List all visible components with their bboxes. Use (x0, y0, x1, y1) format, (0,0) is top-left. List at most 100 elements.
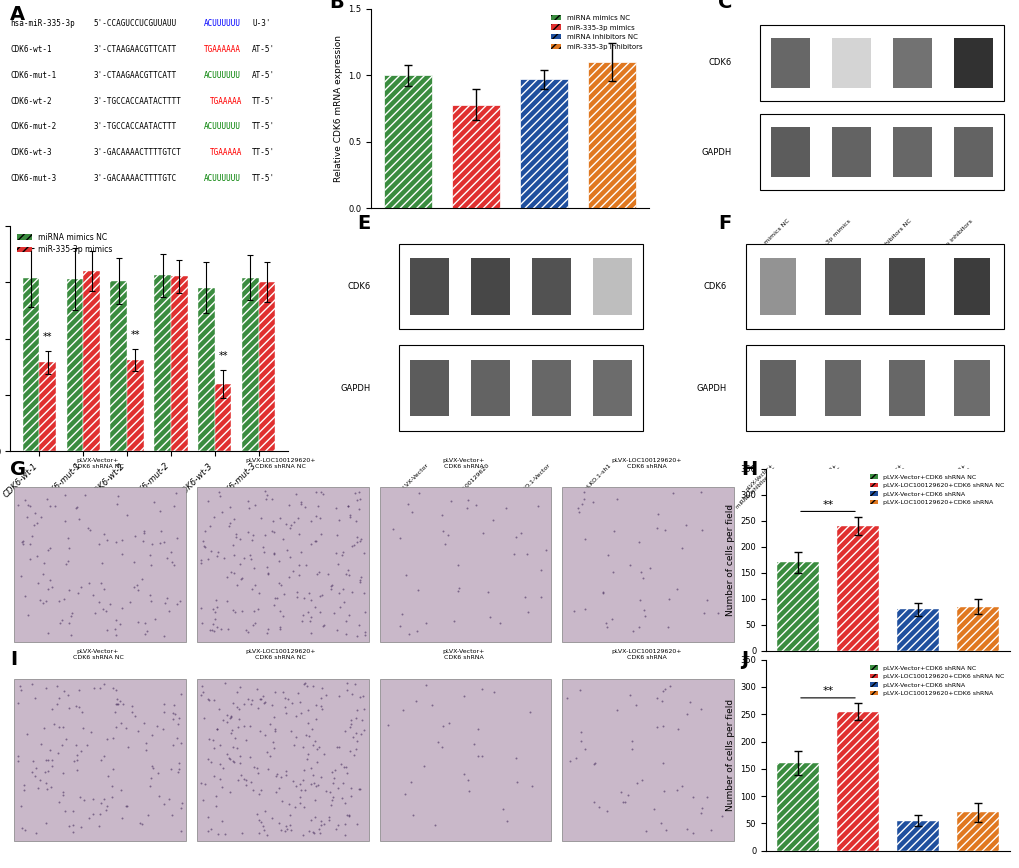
FancyBboxPatch shape (379, 487, 551, 642)
Point (708, 23, 725, 37)
Text: ACUUUUUU: ACUUUUUU (203, 70, 240, 80)
Bar (215, 384, 231, 451)
Text: pLVX-Vector+
miRNA inhibitors NC: pLVX-Vector+ miRNA inhibitors NC (731, 463, 777, 510)
Text: B: B (329, 0, 344, 11)
Text: miR-335-3p mimics: miR-335-3p mimics (804, 218, 851, 265)
Y-axis label: Number of cells per field: Number of cells per field (726, 503, 734, 616)
Bar (242, 278, 259, 451)
FancyBboxPatch shape (561, 487, 734, 642)
Text: F: F (717, 214, 731, 233)
Bar (953, 259, 989, 315)
Bar (770, 37, 809, 88)
Point (1005, 261, 1019, 275)
Point (900, 0, 916, 9)
Bar (759, 24, 1004, 101)
Bar (398, 244, 643, 330)
Point (936, 387, 953, 401)
FancyBboxPatch shape (379, 679, 551, 841)
Bar (259, 282, 275, 451)
Text: pLVX-LOC100129620+
CDK6 shRNA: pLVX-LOC100129620+ CDK6 shRNA (610, 649, 681, 660)
Text: 3'-CTAAGAACGTTCATT: 3'-CTAAGAACGTTCATT (94, 44, 176, 54)
Point (503, 51, 520, 65)
Point (811, 306, 827, 320)
Point (1012, 533, 1019, 547)
Text: 3'-CTAAGAACGTTCATT: 3'-CTAAGAACGTTCATT (94, 70, 176, 80)
Legend: miRNA mimics NC, miR-335-3p mimics: miRNA mimics NC, miR-335-3p mimics (14, 229, 116, 258)
Bar (66, 279, 84, 451)
Bar (954, 128, 993, 177)
Text: 3'-GACAAAACTTTTGTCT: 3'-GACAAAACTTTTGTCT (94, 148, 181, 157)
Bar (410, 259, 448, 315)
Text: pLVX-Vector+
CDK6 shRNA: pLVX-Vector+ CDK6 shRNA (442, 458, 484, 469)
Bar (824, 360, 860, 417)
Point (854, 78, 870, 92)
Bar (893, 37, 931, 88)
Text: CDK6: CDK6 (703, 282, 726, 291)
FancyBboxPatch shape (14, 487, 185, 642)
Text: H: H (741, 460, 757, 478)
Text: TGAAAAA: TGAAAAA (209, 96, 242, 106)
Point (691, 132, 707, 146)
Bar (154, 275, 171, 451)
Legend: pLVX-Vector+CDK6 shRNA NC, pLVX-LOC100129620+CDK6 shRNA NC, pLVX-Vector+CDK6 shR: pLVX-Vector+CDK6 shRNA NC, pLVX-LOC10012… (867, 663, 1006, 699)
Text: GAPDH: GAPDH (701, 148, 732, 157)
Text: CDK6: CDK6 (347, 282, 371, 291)
Bar (824, 259, 860, 315)
Bar (451, 104, 499, 208)
Text: TT-5': TT-5' (252, 122, 275, 131)
Text: J: J (741, 650, 748, 669)
Legend: miRNA mimics NC, miR-335-3p mimics, miRNA inhibitors NC, miR-335-3p inhibitors: miRNA mimics NC, miR-335-3p mimics, miRN… (547, 12, 645, 52)
Point (712, 388, 729, 402)
Bar (171, 277, 187, 451)
Point (615, 180, 632, 194)
Text: **: ** (821, 500, 833, 510)
Point (474, 545, 490, 559)
Point (739, 166, 755, 180)
FancyBboxPatch shape (197, 487, 368, 642)
Bar (832, 37, 870, 88)
Bar (776, 562, 818, 651)
Text: pLVX-LOC100129620+
miR-335-3p inhibitors: pLVX-LOC100129620+ miR-335-3p inhibitors (919, 463, 971, 514)
Point (566, 37, 582, 51)
Bar (110, 281, 127, 451)
Bar (383, 76, 431, 208)
Text: G: G (10, 460, 26, 478)
Text: CDK6-mut-1: CDK6-mut-1 (10, 70, 56, 80)
Bar (398, 345, 643, 431)
Text: TT-5': TT-5' (252, 174, 275, 183)
Text: pLVX-Vector+
CDK6 shRNA: pLVX-Vector+ CDK6 shRNA (442, 649, 484, 660)
Text: pLVX-Vector+
CDK6 shRNA NC: pLVX-Vector+ CDK6 shRNA NC (72, 649, 123, 660)
Y-axis label: Number of cells per field: Number of cells per field (726, 699, 734, 812)
Bar (40, 362, 56, 451)
Text: I: I (10, 650, 17, 669)
Point (708, 0, 725, 6)
Text: TGAAAAA: TGAAAAA (209, 148, 242, 157)
Text: **: ** (130, 330, 140, 340)
Text: pLVX-Vector+
CDK6 shRNA NC: pLVX-Vector+ CDK6 shRNA NC (72, 458, 123, 469)
Text: TGAAAAAA: TGAAAAAA (203, 44, 240, 54)
Bar (127, 360, 144, 451)
Point (469, 345, 485, 358)
Text: pLKO.1-sh1: pLKO.1-sh1 (584, 463, 612, 491)
Point (693, 495, 709, 509)
Bar (893, 128, 931, 177)
Point (700, 190, 716, 204)
Text: CDK6-wt-2: CDK6-wt-2 (10, 96, 52, 106)
Bar (889, 360, 924, 417)
Bar (956, 812, 998, 851)
FancyBboxPatch shape (14, 679, 185, 841)
Point (861, 384, 877, 398)
Text: A: A (10, 4, 25, 23)
Text: AT-5': AT-5' (252, 44, 275, 54)
Bar (593, 259, 632, 315)
Bar (471, 360, 510, 417)
Text: ACUUUUUU: ACUUUUUU (203, 174, 240, 183)
Point (850, 39, 866, 53)
Text: E: E (357, 214, 370, 233)
Text: pLVX-LOC100129620+
CDK6 shRNA NC: pLVX-LOC100129620+ CDK6 shRNA NC (246, 649, 316, 660)
Bar (954, 37, 993, 88)
Text: **: ** (218, 351, 227, 361)
Text: CDK6-wt-3: CDK6-wt-3 (10, 148, 52, 157)
FancyBboxPatch shape (197, 679, 368, 841)
Text: pLVX-Vector: pLVX-Vector (399, 463, 429, 492)
